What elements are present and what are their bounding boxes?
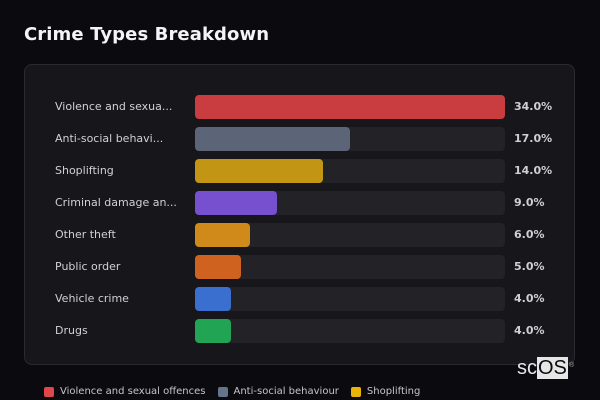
bar[interactable]	[195, 223, 250, 247]
bar-track	[195, 191, 505, 215]
bar-label: Drugs	[55, 324, 88, 337]
bar-value: 4.0%	[514, 292, 545, 305]
bar-value: 14.0%	[514, 164, 553, 177]
chart-card: Violence and sexua... 34.0% Anti-social be…	[24, 64, 575, 365]
bar-label: Vehicle crime	[55, 292, 129, 305]
bar-value: 9.0%	[514, 196, 545, 209]
bar-track	[195, 95, 505, 119]
legend-item[interactable]: Anti-social behaviour	[217, 386, 339, 397]
logo-prefix: sc	[517, 357, 537, 379]
legend-swatch-icon	[217, 386, 228, 397]
bar-row: Vehicle crime 4.0%	[25, 287, 574, 311]
bar-track	[195, 223, 505, 247]
bar-value: 34.0%	[514, 100, 553, 113]
bar[interactable]	[195, 255, 241, 279]
bar-value: 17.0%	[514, 132, 553, 145]
legend-item[interactable]: Violence and sexual offences	[44, 386, 206, 397]
bar-value: 6.0%	[514, 228, 545, 241]
bar-track	[195, 287, 505, 311]
bar-label: Other theft	[55, 228, 116, 241]
legend-label: Shoplifting	[366, 386, 421, 397]
bar-row: Violence and sexua... 34.0%	[25, 95, 574, 119]
bar[interactable]	[195, 127, 350, 151]
legend-swatch-icon	[44, 386, 54, 397]
bar[interactable]	[195, 287, 232, 311]
bar-row: Anti-social behavi... 17.0%	[25, 127, 574, 151]
bar-label: Violence and sexua...	[55, 100, 173, 113]
legend-swatch-icon	[350, 386, 361, 397]
bar[interactable]	[195, 159, 323, 183]
bar-track	[195, 319, 505, 343]
bar-row: Criminal damage an... 9.0%	[25, 191, 574, 215]
legend: Violence and sexual offences Anti-social …	[44, 386, 420, 397]
bar[interactable]	[195, 319, 232, 343]
bar-value: 5.0%	[514, 260, 545, 273]
legend-label: Violence and sexual offences	[60, 386, 206, 397]
bar[interactable]	[195, 95, 505, 119]
chart-title: Crime Types Breakdown	[24, 24, 270, 45]
legend-label: Anti-social behaviour	[233, 386, 339, 397]
bar-value: 4.0%	[514, 324, 545, 337]
bar-track	[195, 127, 505, 151]
bar-track	[195, 159, 505, 183]
registered-mark: ®	[569, 362, 575, 369]
bar-row: Drugs 4.0%	[25, 319, 574, 343]
bar-row: Public order 5.0%	[25, 255, 574, 279]
bar-label: Public order	[55, 260, 121, 273]
bar-label: Anti-social behavi...	[55, 132, 164, 145]
bar-label: Shoplifting	[55, 164, 114, 177]
bar-label: Criminal damage an...	[55, 196, 177, 209]
bar[interactable]	[195, 191, 278, 215]
watermark-logo: scOS ®	[517, 357, 574, 379]
logo-boxed: OS	[537, 357, 568, 379]
bar-row: Other theft 6.0%	[25, 223, 574, 247]
legend-item[interactable]: Shoplifting	[350, 386, 421, 397]
bar-row: Shoplifting 14.0%	[25, 159, 574, 183]
bar-track	[195, 255, 505, 279]
